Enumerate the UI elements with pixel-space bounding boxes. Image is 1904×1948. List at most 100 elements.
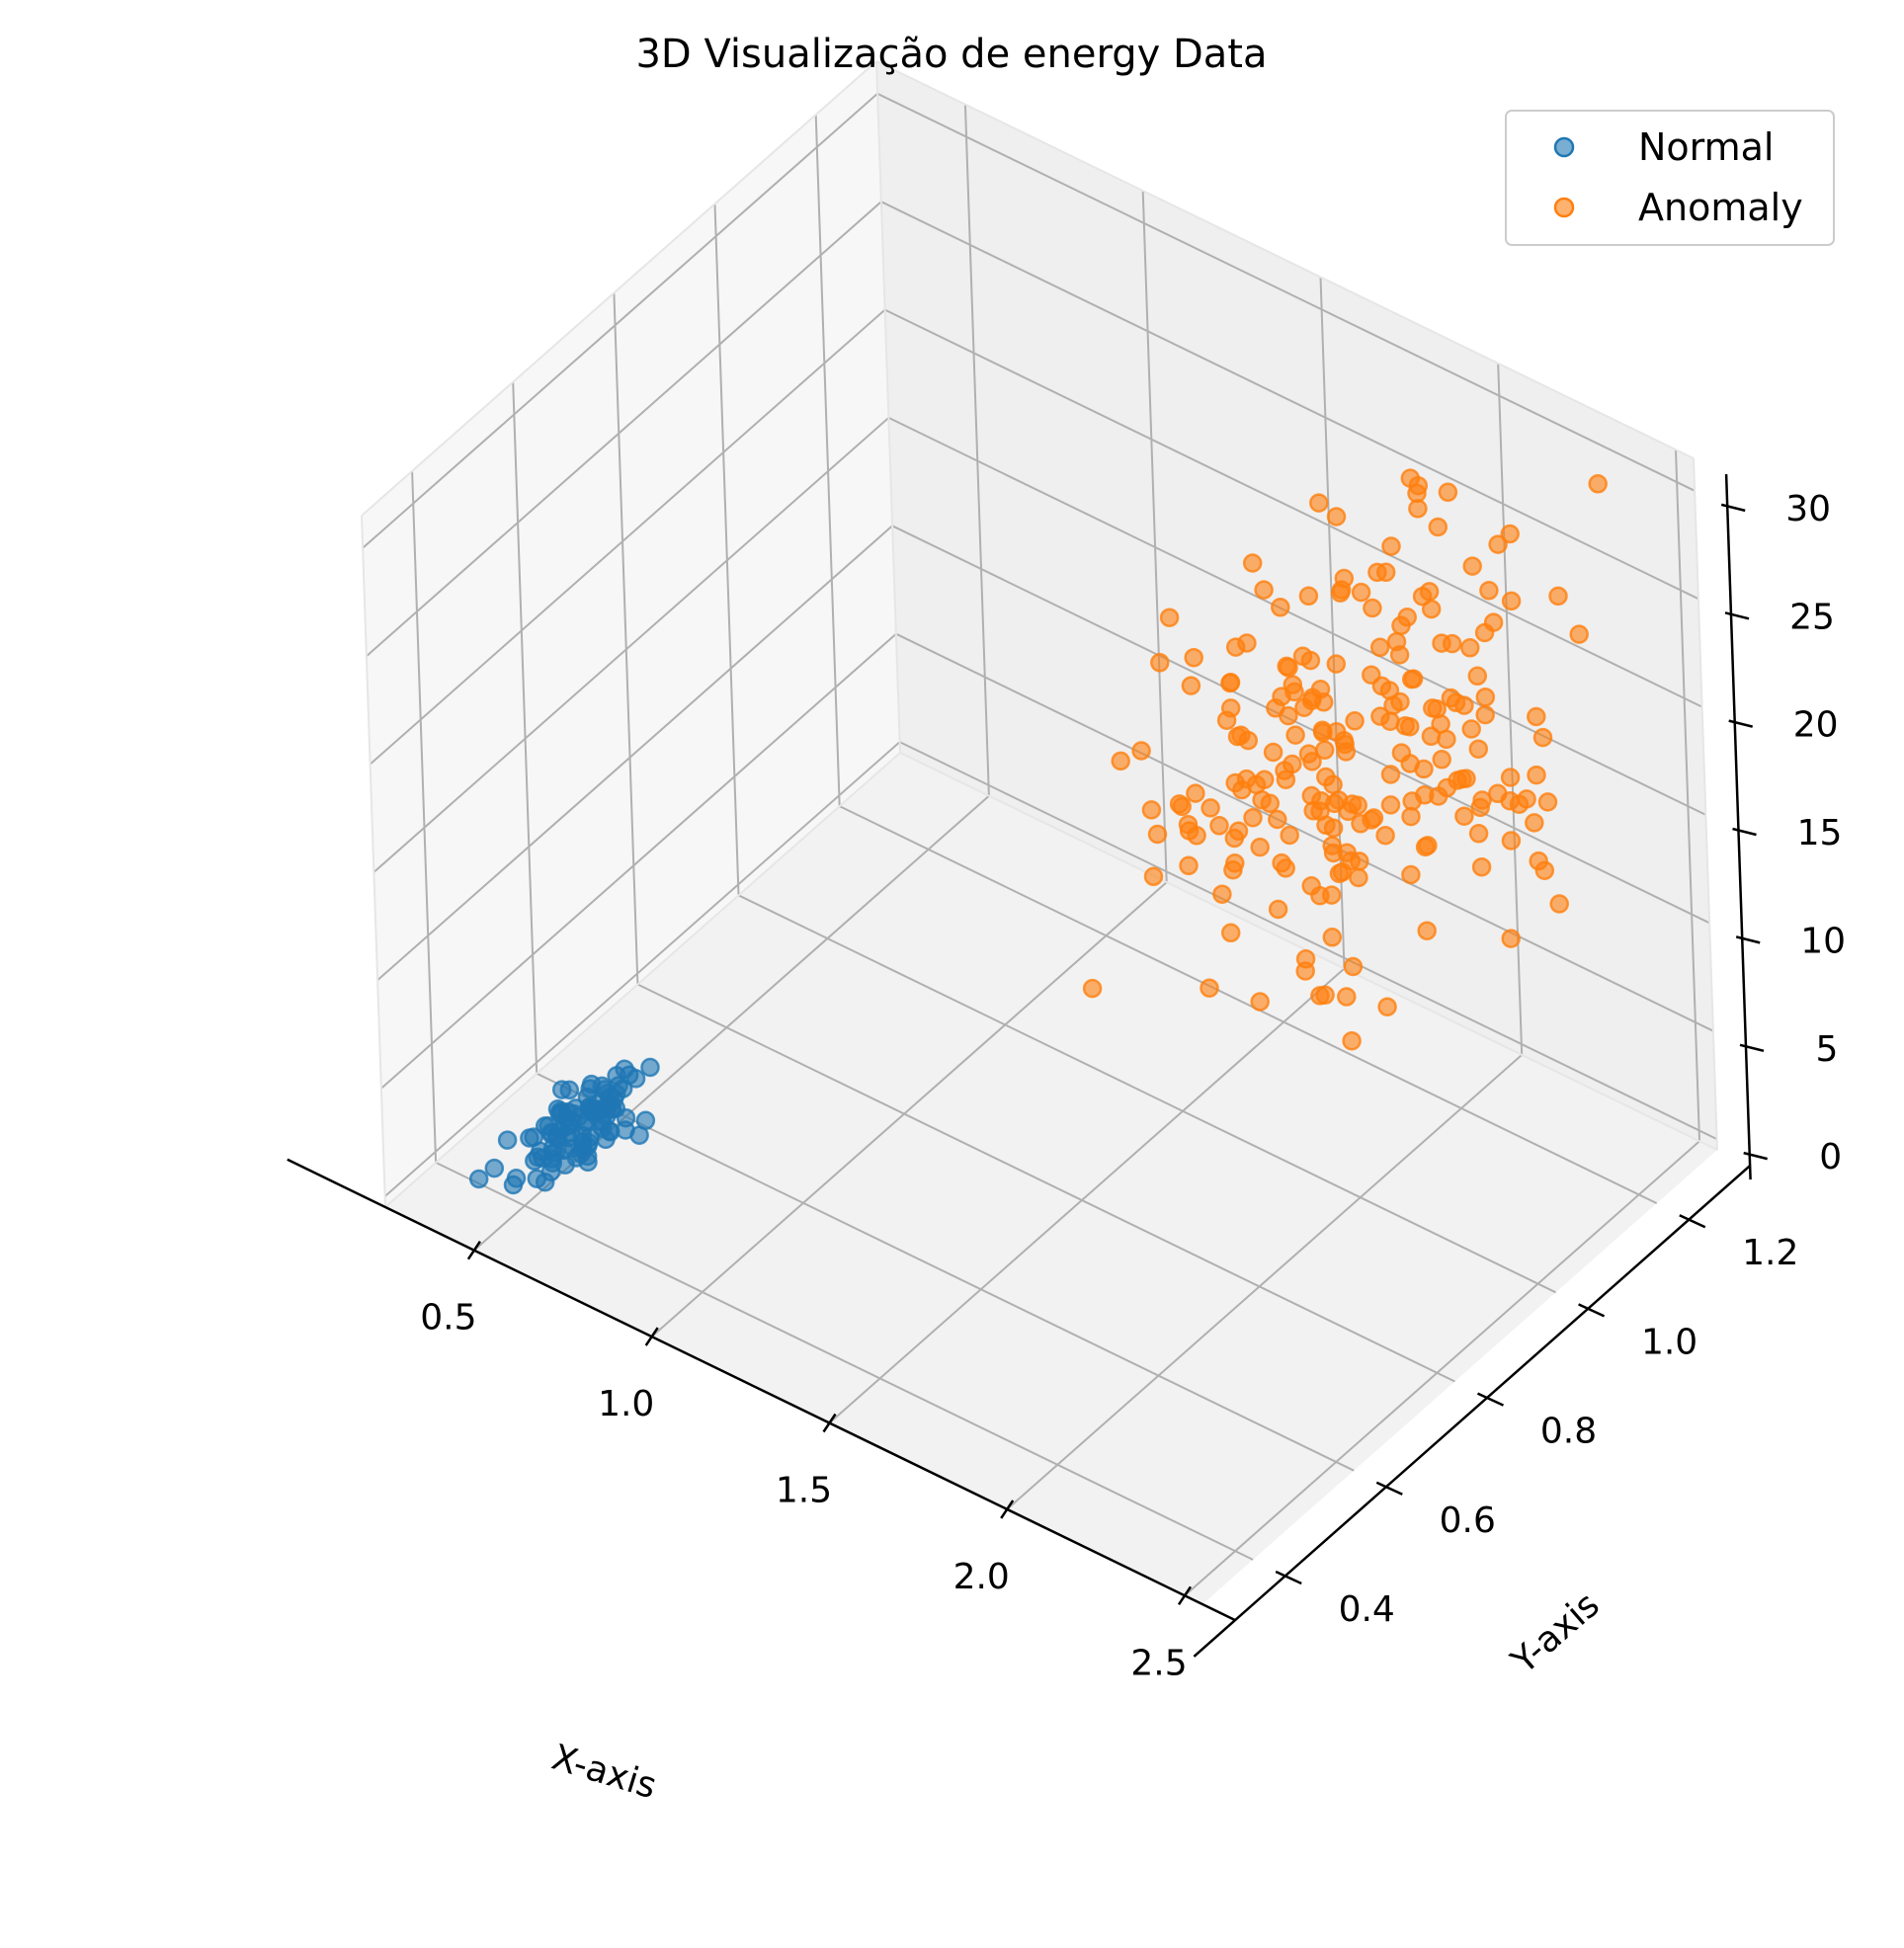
legend-marker-anomaly <box>1553 197 1575 218</box>
data-point <box>592 1118 613 1139</box>
x-tick-mark <box>644 1327 659 1346</box>
y-grid-line <box>536 1072 1355 1472</box>
data-point <box>1302 752 1322 771</box>
data-point <box>1475 687 1496 707</box>
axis-panes <box>362 61 1717 1604</box>
axis-lines <box>287 474 1769 1658</box>
y-tick-label: 1.2 <box>1742 1233 1798 1273</box>
data-point <box>1414 759 1434 779</box>
data-point <box>1408 499 1428 519</box>
data-point <box>606 1084 626 1103</box>
data-point <box>1322 928 1343 947</box>
z-tick-mark <box>1724 611 1750 620</box>
data-point <box>1178 814 1199 835</box>
data-point <box>1275 761 1294 780</box>
data-point <box>1301 876 1321 896</box>
x-tick-label: 2.5 <box>1130 1643 1187 1683</box>
z-grid-line <box>895 632 1714 1032</box>
x-axis-line <box>287 1158 1236 1622</box>
data-point <box>629 1125 649 1145</box>
data-point <box>1236 769 1257 789</box>
y-grid-line <box>738 894 1556 1294</box>
data-point <box>1266 698 1285 718</box>
data-point <box>1159 608 1180 627</box>
pane-edge <box>875 60 901 754</box>
data-point <box>1375 825 1395 846</box>
floor-pane <box>385 753 1717 1604</box>
data-point <box>1314 740 1335 761</box>
data-point <box>1421 599 1442 619</box>
data-point <box>1390 691 1410 712</box>
x-grid-line <box>828 967 1346 1424</box>
data-point <box>1527 765 1546 785</box>
y-grid-line <box>814 115 841 807</box>
data-point <box>1294 697 1314 717</box>
z-grid-line <box>362 93 878 549</box>
y-grid-line <box>512 381 538 1074</box>
data-point <box>1172 796 1192 817</box>
x-tick-label: 1.5 <box>776 1471 832 1511</box>
pane-edge <box>361 60 877 517</box>
z-grid-line <box>383 741 901 1197</box>
z-tick-label: 20 <box>1793 705 1839 746</box>
data-point <box>1263 742 1283 763</box>
x-tick-labels: 0.5 1.0 1.5 2.0 2.5 <box>420 1298 1187 1684</box>
z-grid-line <box>887 417 1706 816</box>
data-point <box>1111 751 1130 771</box>
data-point <box>1310 986 1330 1006</box>
data-point <box>1283 675 1303 694</box>
data-point <box>1380 795 1401 815</box>
data-point <box>541 1124 561 1145</box>
data-point <box>524 1127 543 1147</box>
data-point <box>1488 534 1508 554</box>
legend-label-normal: Normal <box>1638 125 1775 169</box>
z-grid-line <box>884 308 1703 708</box>
data-point <box>1254 770 1275 789</box>
data-point <box>1147 824 1168 845</box>
pane-edge <box>361 515 386 1208</box>
data-point <box>1326 507 1347 527</box>
data-point <box>1427 698 1447 719</box>
data-point <box>1322 836 1342 855</box>
y-tick-label: 0.4 <box>1339 1589 1395 1630</box>
data-point <box>1475 704 1495 725</box>
y-axis-label: Y-axis <box>1503 1584 1607 1682</box>
x-grid-line <box>1184 1140 1700 1597</box>
z-tick-mark <box>1728 719 1754 728</box>
z-tick-mark <box>1732 827 1757 837</box>
z-axis-line <box>1724 474 1752 1180</box>
data-point <box>1343 956 1364 977</box>
y-tick-label: 0.8 <box>1540 1412 1597 1452</box>
x-grid-line <box>1006 1054 1523 1510</box>
data-point <box>1179 855 1199 876</box>
data-point <box>540 1162 561 1182</box>
data-point <box>1417 921 1437 940</box>
data-point <box>551 1080 572 1099</box>
data-point <box>1569 624 1589 644</box>
z-tick-mark <box>1739 1043 1765 1053</box>
data-point <box>564 1103 584 1124</box>
data-point <box>1268 899 1288 920</box>
data-point <box>1268 809 1287 830</box>
data-point <box>1454 806 1474 826</box>
data-point <box>1446 692 1466 713</box>
data-point <box>1186 783 1205 803</box>
data-point <box>580 1097 600 1118</box>
data-point <box>1532 727 1553 748</box>
data-point <box>1330 583 1351 603</box>
data-point <box>1271 598 1290 617</box>
data-point <box>1363 598 1382 618</box>
data-point <box>1300 650 1321 671</box>
data-point <box>1428 517 1449 537</box>
data-point <box>1501 831 1522 851</box>
data-point <box>1415 837 1436 857</box>
data-point <box>1419 582 1440 602</box>
data-point <box>1209 816 1229 836</box>
z-grid-line <box>876 92 1696 492</box>
data-point <box>1500 524 1520 544</box>
data-point <box>615 1059 634 1080</box>
z-tick-mark <box>1720 503 1746 513</box>
data-point <box>1509 794 1530 814</box>
data-point <box>468 1169 489 1189</box>
z-grid-line <box>880 201 1699 601</box>
